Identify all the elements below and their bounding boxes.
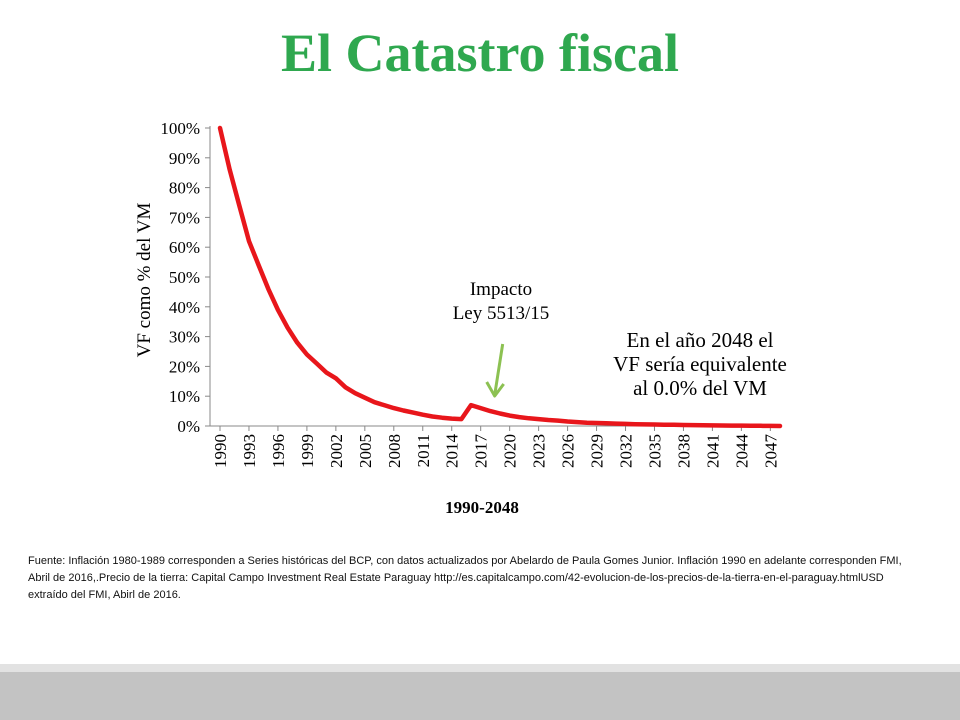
source-note: Fuente: Inflación 1980-1989 corresponden…: [28, 555, 902, 601]
x-tick-label: 2038: [674, 434, 693, 468]
x-tick-label: 2005: [356, 434, 375, 468]
impact-annotation-text: Impacto: [470, 279, 532, 300]
x-tick-label: 2020: [501, 434, 520, 468]
chart-series: [217, 125, 783, 429]
x-tick-label: 2014: [443, 434, 462, 469]
y-tick-label: 20%: [169, 357, 200, 376]
y-tick-label: 50%: [169, 268, 200, 287]
y-tick-label: 100%: [160, 119, 200, 138]
y-axis-ticks: 0% 10% 20% 30% 40% 50% 60% 70% 80% 90% 100%: [160, 119, 210, 436]
y-tick-label: 0%: [177, 417, 200, 436]
x-tick-label: 1990: [211, 434, 230, 468]
x-tick-label: 2011: [414, 434, 433, 467]
x-tick-label: 2029: [588, 434, 607, 468]
x-tick-label: 2047: [761, 434, 780, 469]
x-tick-label: 2002: [327, 434, 346, 468]
final-year-annotation-text: al 0.0% del VM: [633, 376, 767, 400]
final-year-annotation-text: En el año 2048 el: [627, 328, 774, 352]
x-tick-label: 2035: [645, 434, 664, 468]
y-tick-label: 30%: [169, 328, 200, 347]
line-chart: 0%10%20%30%40%50%60%70%80%90%100% 1990 19…: [134, 119, 787, 517]
x-tick-label: 2023: [530, 434, 549, 468]
y-axis-label: VF como % del VM: [134, 202, 155, 357]
impact-arrowhead-icon: [485, 381, 505, 398]
impact-annotation-text: Ley 5513/15: [453, 303, 550, 324]
footer-divider: [0, 664, 960, 672]
x-tick-label: 2041: [703, 434, 722, 468]
x-tick-label: 2008: [385, 434, 404, 468]
x-tick-label: 1996: [269, 434, 288, 468]
impact-arrow-icon: [493, 343, 505, 396]
y-tick-label: 10%: [169, 387, 200, 406]
x-axis-label: 1990-2048: [445, 498, 519, 517]
footer-bar: [0, 672, 960, 720]
y-tick-label: 90%: [169, 149, 200, 168]
x-tick-label: 1993: [240, 434, 259, 468]
x-tick-label: 2017: [472, 434, 491, 469]
series-line: [217, 125, 783, 429]
y-tick-label: 80%: [169, 179, 200, 198]
x-tick-label: 1999: [298, 434, 317, 468]
x-tick-label: 2026: [559, 434, 578, 468]
y-tick-label: 70%: [169, 208, 200, 227]
y-tick-label: 60%: [169, 238, 200, 257]
x-tick-label: 2044: [732, 434, 751, 469]
y-tick-label: 40%: [169, 298, 200, 317]
x-tick-label: 2032: [617, 434, 636, 468]
slide-title: El Catastro fiscal: [281, 23, 679, 83]
final-year-annotation-text: VF sería equivalente: [613, 352, 787, 376]
x-axis-ticks: 1990 1993 1996 1999 2002 2005 2008 2011 2014 2017…: [211, 426, 780, 468]
